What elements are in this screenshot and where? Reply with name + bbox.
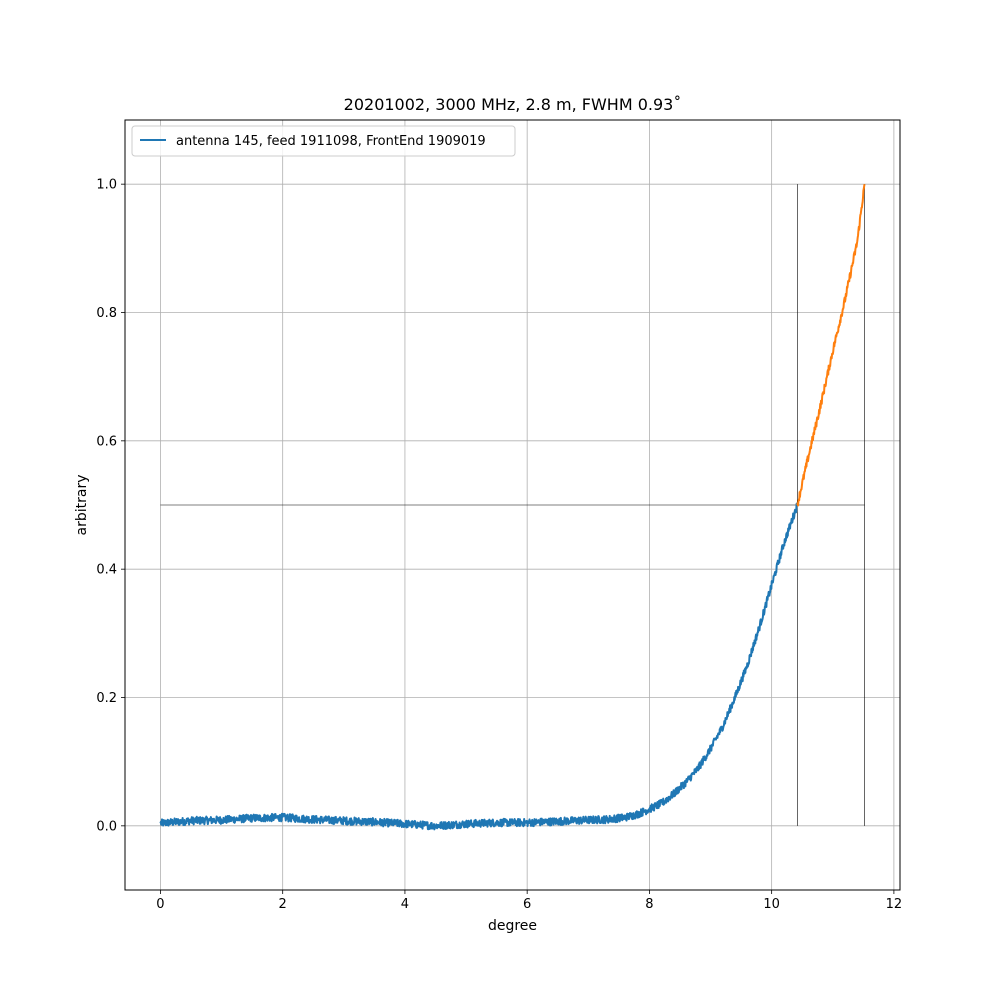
y-tick-label: 0.0 bbox=[96, 819, 117, 834]
x-tick-label: 6 bbox=[523, 897, 531, 912]
chart-title: 20201002, 3000 MHz, 2.8 m, FWHM 0.93˚ bbox=[344, 95, 682, 114]
legend-label: antenna 145, feed 1911098, FrontEnd 1909… bbox=[176, 134, 486, 149]
x-tick-label: 4 bbox=[401, 897, 409, 912]
x-tick-label: 0 bbox=[156, 897, 164, 912]
x-tick-label: 10 bbox=[763, 897, 780, 912]
x-axis-label: degree bbox=[488, 918, 537, 934]
legend-box bbox=[131, 125, 516, 157]
y-axis-ticks: 0.0 0.2 0.4 0.6 0.8 1.0 bbox=[96, 178, 125, 834]
series-line-2 bbox=[796, 183, 866, 507]
x-tick-label: 8 bbox=[645, 897, 653, 912]
x-axis-ticks: 0 2 4 6 8 10 12 bbox=[156, 890, 902, 912]
plot-frame bbox=[124, 119, 901, 891]
series-group bbox=[159, 183, 866, 831]
y-tick-label: 0.2 bbox=[96, 691, 117, 706]
y-tick-label: 0.6 bbox=[96, 434, 117, 449]
y-tick-label: 0.4 bbox=[96, 563, 117, 578]
series-line-1 bbox=[159, 502, 799, 831]
x-tick-label: 2 bbox=[279, 897, 287, 912]
y-tick-label: 0.8 bbox=[96, 306, 117, 321]
y-axis-label: arbitrary bbox=[74, 475, 90, 536]
y-tick-label: 1.0 bbox=[96, 178, 117, 193]
x-tick-label: 12 bbox=[886, 897, 903, 912]
legend: antenna 145, feed 1911098, FrontEnd 1909… bbox=[131, 125, 516, 157]
